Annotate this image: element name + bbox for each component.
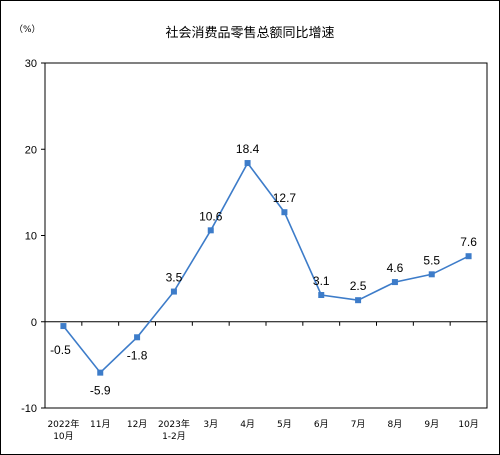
y-tick-label: 10 (25, 231, 37, 243)
chart-axes: 30 20 10 0 -10 2022年 10月 11月 12月 2023年 1-2月 3月 4月 5月 6… (21, 58, 488, 442)
x-tick-label: 2022年 10月 (47, 418, 79, 442)
data-label: 2.5 (350, 279, 367, 293)
x-tick-label: 12月 (127, 419, 147, 430)
data-label: 18.4 (236, 142, 260, 156)
x-tick-label: 2023年 1-2月 (158, 418, 190, 442)
data-point (391, 279, 398, 286)
data-label: 3.5 (166, 271, 183, 285)
data-point (170, 288, 177, 295)
x-tick-label: 6月 (314, 419, 329, 430)
y-tick-label: 20 (25, 144, 37, 156)
x-tick-label: 4月 (240, 419, 255, 430)
data-label: 7.6 (460, 235, 477, 249)
data-label: -0.5 (50, 343, 71, 357)
y-tick-label: 0 (31, 317, 37, 329)
data-point (134, 334, 141, 341)
data-label: 4.6 (387, 261, 404, 275)
data-label: 3.1 (313, 274, 330, 288)
data-point (355, 297, 362, 304)
y-tick-label: -10 (21, 403, 37, 415)
data-point (207, 227, 214, 234)
data-label: 5.5 (423, 253, 440, 267)
data-point (318, 292, 325, 299)
chart-series (60, 160, 472, 376)
x-tick-label: 8月 (388, 419, 403, 430)
data-label: -1.8 (127, 348, 148, 362)
data-label: 10.6 (199, 209, 223, 223)
data-point (97, 369, 104, 376)
series-line (62, 161, 469, 374)
x-tick-label: 9月 (424, 419, 439, 430)
x-tick-label: 11月 (90, 419, 110, 430)
chart-title: 社会消费品零售总额同比增速 (165, 25, 334, 41)
data-point (281, 209, 288, 216)
x-tick-label: 10月 (458, 419, 478, 430)
y-tick-label: 30 (25, 58, 37, 70)
x-tick-label: 5月 (277, 419, 292, 430)
data-label: 12.7 (273, 191, 297, 205)
data-point (465, 253, 472, 260)
x-tick-label: 7月 (351, 419, 366, 430)
data-label: -5.9 (90, 384, 111, 398)
data-point (60, 323, 67, 330)
data-point (428, 271, 435, 278)
y-unit-label: （%） (14, 24, 41, 35)
plot-area-border (44, 62, 488, 409)
x-tick-label: 3月 (203, 419, 218, 430)
data-point (244, 160, 251, 167)
chart-data-labels: -0.5 -5.9 -1.8 3.5 10.6 18.4 12.7 3.1 2.5 4.6 5.5 7… (50, 142, 477, 398)
